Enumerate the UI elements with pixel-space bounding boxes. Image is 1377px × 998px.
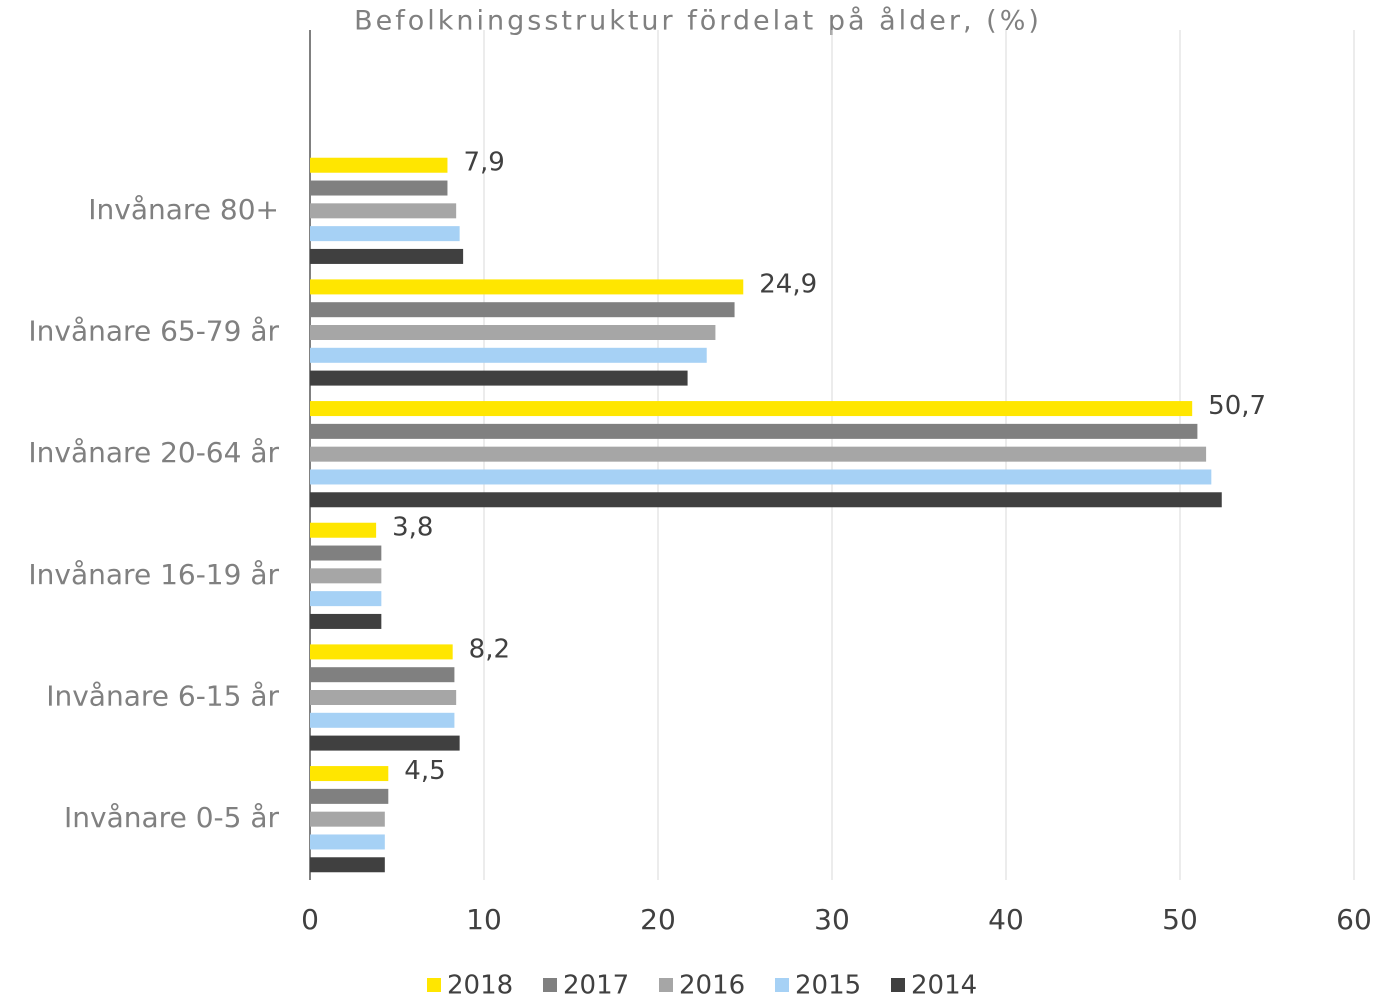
bar <box>310 591 382 607</box>
x-tick-label: 0 <box>301 903 319 936</box>
bar <box>310 469 1212 485</box>
legend-label: 2016 <box>679 971 745 998</box>
bar <box>310 788 389 804</box>
bar <box>310 370 688 386</box>
data-label: 4,5 <box>404 756 445 786</box>
legend-label: 2015 <box>795 971 861 998</box>
bar <box>310 690 457 705</box>
bar <box>310 157 448 173</box>
bar <box>310 325 716 340</box>
bar <box>310 735 460 751</box>
data-label: 50,7 <box>1208 391 1266 421</box>
bar <box>310 401 1193 417</box>
bar <box>310 446 1207 462</box>
bar <box>310 667 455 683</box>
x-tick-label: 40 <box>988 903 1024 936</box>
bar <box>310 492 1222 508</box>
y-tick-label: Invånare 16-19 år <box>28 558 279 591</box>
bar <box>310 226 460 242</box>
bar <box>310 203 457 219</box>
data-label: 3,8 <box>392 513 433 543</box>
bar <box>310 857 385 873</box>
bar <box>310 302 735 318</box>
bar <box>310 568 382 584</box>
x-tick-label: 50 <box>1162 903 1198 936</box>
legend-label: 2018 <box>447 971 513 998</box>
bar <box>310 279 744 295</box>
y-tick-label: Invånare 65-79 år <box>28 315 279 348</box>
bar <box>310 712 455 728</box>
data-label: 24,9 <box>759 269 817 299</box>
legend-swatch <box>775 978 789 992</box>
chart-title: Befolkningsstruktur fördelat på ålder, (… <box>354 6 1042 37</box>
data-label: 8,2 <box>469 634 510 664</box>
y-tick-label: Invånare 6-15 år <box>46 680 279 713</box>
legend-swatch <box>427 978 441 992</box>
bar <box>310 347 707 363</box>
bar <box>310 811 385 827</box>
legend-swatch <box>891 978 905 992</box>
bar <box>310 834 385 850</box>
y-tick-label: Invånare 0-5 år <box>64 801 279 834</box>
y-tick-label: Invånare 20-64 år <box>28 436 279 469</box>
x-tick-label: 20 <box>640 903 676 936</box>
legend-label: 2017 <box>563 971 629 998</box>
x-tick-label: 10 <box>466 903 502 936</box>
data-label: 7,9 <box>463 148 504 178</box>
bar <box>310 248 464 264</box>
legend-label: 2014 <box>911 971 977 998</box>
bar <box>310 613 382 629</box>
bar <box>310 522 377 538</box>
bar <box>310 180 448 196</box>
legend-swatch <box>659 978 673 992</box>
x-tick-label: 60 <box>1336 903 1372 936</box>
bar <box>310 644 453 660</box>
y-tick-label: Invånare 80+ <box>88 193 279 226</box>
bar <box>310 766 389 782</box>
x-tick-label: 30 <box>814 903 850 936</box>
bar <box>310 423 1198 439</box>
legend-swatch <box>543 978 557 992</box>
bar <box>310 545 382 561</box>
